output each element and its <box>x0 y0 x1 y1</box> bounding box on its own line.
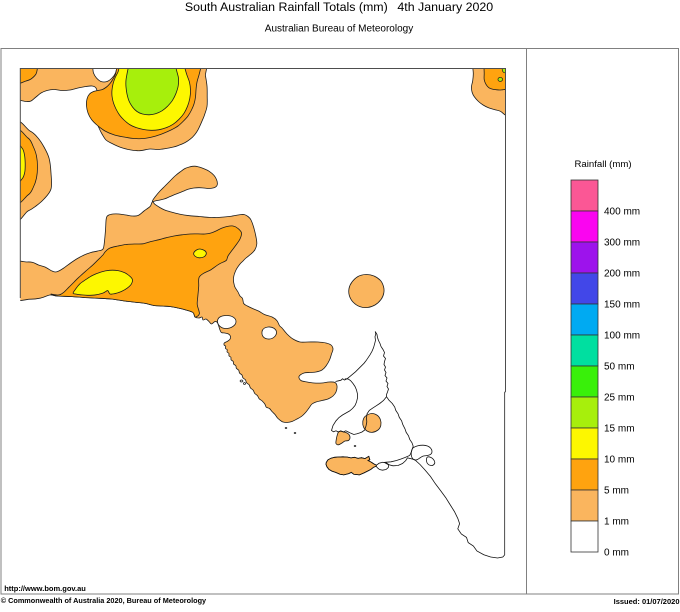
svg-text:5 mm: 5 mm <box>604 486 629 497</box>
svg-text:400 mm: 400 mm <box>604 207 640 218</box>
svg-text:0 mm: 0 mm <box>604 548 629 559</box>
svg-text:http://www.bom.gov.au: http://www.bom.gov.au <box>4 584 86 593</box>
svg-text:Australian Bureau of Meteorolo: Australian Bureau of Meteorology <box>265 24 413 35</box>
svg-text:200 mm: 200 mm <box>604 269 640 280</box>
svg-text:© Commonwealth of Australia 20: © Commonwealth of Australia 2020, Bureau… <box>1 596 207 605</box>
svg-text:South Australian Rainfall Tota: South Australian Rainfall Totals (mm) 4t… <box>185 0 493 14</box>
svg-text:100 mm: 100 mm <box>604 331 640 342</box>
svg-text:50 mm: 50 mm <box>604 362 635 373</box>
svg-text:300 mm: 300 mm <box>604 238 640 249</box>
svg-text:15 mm: 15 mm <box>604 424 635 435</box>
svg-text:1 mm: 1 mm <box>604 517 629 528</box>
svg-text:25 mm: 25 mm <box>604 393 635 404</box>
svg-text:150 mm: 150 mm <box>604 300 640 311</box>
svg-text:Rainfall (mm): Rainfall (mm) <box>575 159 632 170</box>
svg-text:Issued: 01/07/2020: Issued: 01/07/2020 <box>614 597 680 606</box>
svg-text:10 mm: 10 mm <box>604 455 635 466</box>
